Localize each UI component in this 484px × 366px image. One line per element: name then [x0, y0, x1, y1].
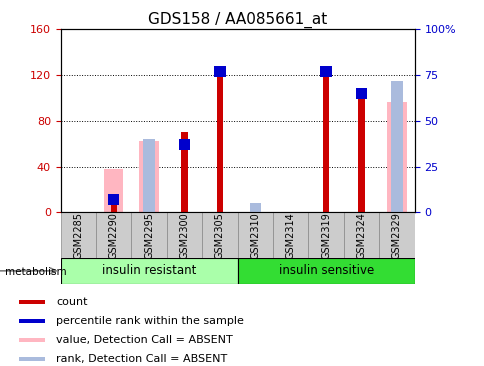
Bar — [391, 81, 402, 212]
Bar — [139, 141, 159, 212]
Bar — [96, 212, 131, 258]
Bar — [216, 66, 223, 212]
Bar — [237, 212, 272, 258]
Bar — [181, 132, 187, 212]
Bar — [60, 258, 237, 284]
Bar — [216, 73, 223, 212]
Bar — [355, 88, 366, 99]
Bar — [143, 139, 154, 212]
Bar — [308, 212, 343, 258]
Bar — [322, 66, 329, 212]
Text: percentile rank within the sample: percentile rank within the sample — [56, 315, 243, 326]
Bar — [358, 88, 364, 212]
Bar — [237, 258, 414, 284]
Text: GSM2324: GSM2324 — [356, 212, 366, 259]
Bar — [272, 212, 308, 258]
Bar — [202, 212, 237, 258]
Bar — [110, 194, 117, 212]
Bar — [322, 77, 329, 212]
Bar — [19, 356, 45, 361]
Text: GSM2319: GSM2319 — [320, 212, 331, 258]
Bar — [104, 169, 123, 212]
Text: GSM2300: GSM2300 — [179, 212, 189, 258]
Bar — [19, 299, 45, 304]
Title: GDS158 / AA085661_at: GDS158 / AA085661_at — [148, 12, 327, 28]
Text: metabolism: metabolism — [5, 266, 66, 277]
Bar — [60, 212, 96, 258]
Text: GSM2295: GSM2295 — [144, 212, 154, 259]
Bar — [108, 194, 119, 205]
Bar — [179, 139, 190, 150]
Text: value, Detection Call = ABSENT: value, Detection Call = ABSENT — [56, 335, 232, 345]
Text: GSM2310: GSM2310 — [250, 212, 260, 258]
Bar — [214, 66, 225, 77]
Text: GSM2314: GSM2314 — [285, 212, 295, 258]
Bar — [343, 212, 378, 258]
Bar — [386, 102, 406, 212]
Bar — [249, 203, 260, 212]
Bar — [19, 337, 45, 342]
Bar — [320, 66, 331, 77]
Bar — [181, 139, 187, 212]
Text: rank, Detection Call = ABSENT: rank, Detection Call = ABSENT — [56, 354, 227, 364]
Bar — [131, 212, 166, 258]
Text: GSM2329: GSM2329 — [391, 212, 401, 259]
Bar — [378, 212, 414, 258]
Text: GSM2290: GSM2290 — [108, 212, 119, 259]
Bar — [358, 114, 364, 212]
Bar — [166, 212, 202, 258]
Text: insulin sensitive: insulin sensitive — [278, 264, 373, 277]
Text: count: count — [56, 296, 88, 307]
Text: GSM2305: GSM2305 — [214, 212, 225, 259]
Text: insulin resistant: insulin resistant — [102, 264, 196, 277]
Text: GSM2285: GSM2285 — [73, 212, 83, 259]
Bar — [19, 318, 45, 323]
